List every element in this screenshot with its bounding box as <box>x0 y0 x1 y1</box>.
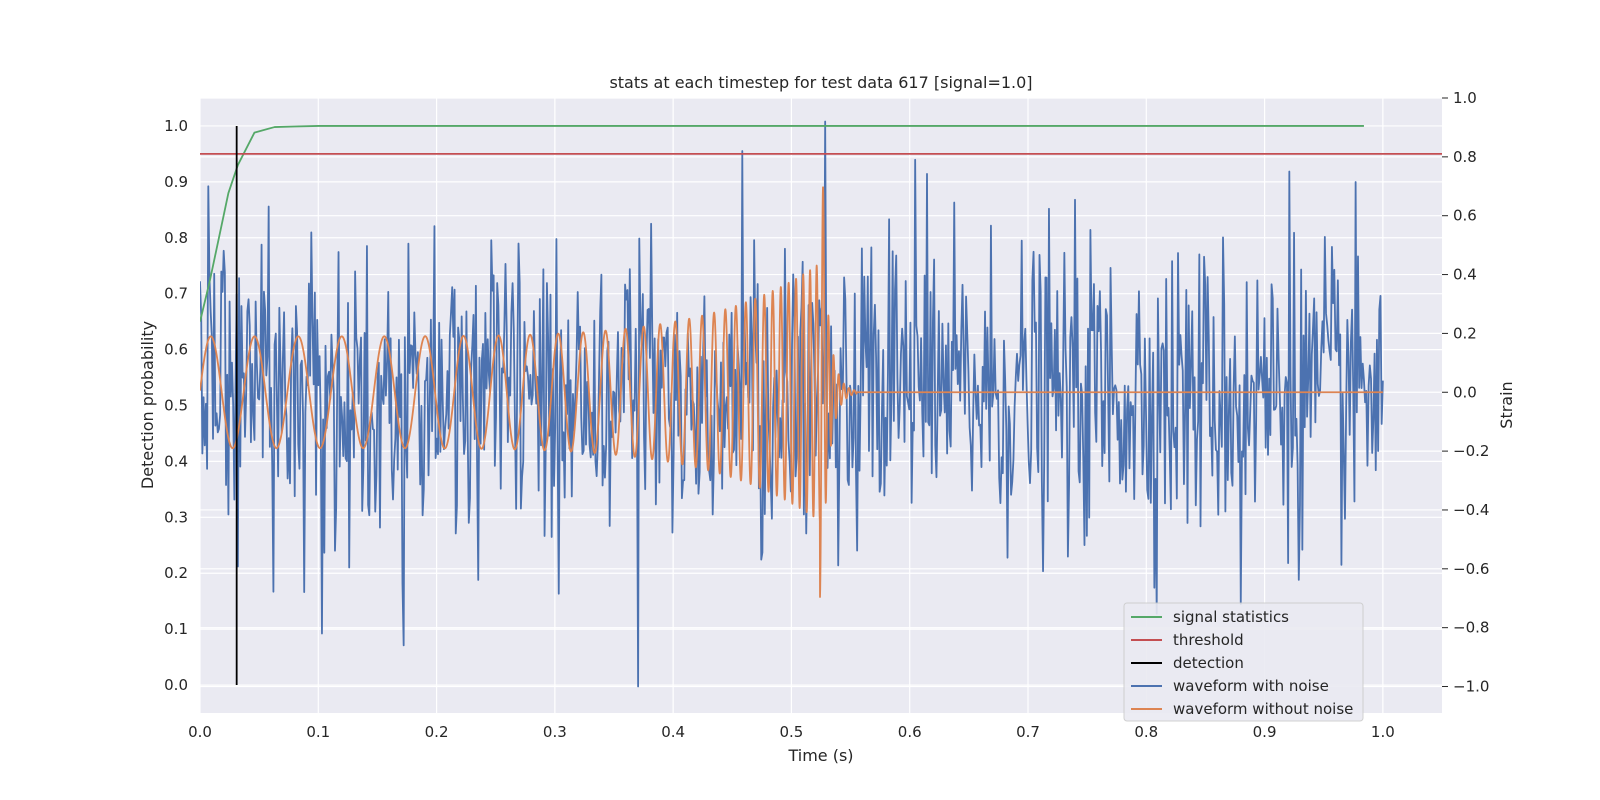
y-tick-label-right: −0.6 <box>1453 560 1489 578</box>
x-tick-label: 0.6 <box>898 723 922 741</box>
y-tick-label-right: −1.0 <box>1453 678 1489 696</box>
y-tick-label-left: 0.8 <box>164 229 188 247</box>
y-tick-label-right: 1.0 <box>1453 89 1477 107</box>
legend-label-signal-statistics: signal statistics <box>1173 608 1289 626</box>
y-tick-label-left: 0.1 <box>164 620 188 638</box>
y-tick-label-left: 0.9 <box>164 173 188 191</box>
x-tick-label: 0.5 <box>779 723 803 741</box>
legend-label-waveform-without-noise: waveform without noise <box>1173 700 1353 718</box>
series-signal-statistics <box>200 125 1364 322</box>
y-tick-label-right: 0.8 <box>1453 148 1477 166</box>
chart-title: stats at each timestep for test data 617… <box>609 73 1032 92</box>
y-tick-label-right: −0.2 <box>1453 442 1489 460</box>
x-tick-label: 1.0 <box>1371 723 1395 741</box>
y-tick-label-left: 0.6 <box>164 341 188 359</box>
series-layer <box>200 120 1442 688</box>
x-tick-label: 0.1 <box>306 723 330 741</box>
tick-labels: 0.0 0.1 0.2 0.3 0.4 0.5 0.6 0.7 0.8 0.9 1.0 0.0 0.1 0… <box>164 89 1489 741</box>
legend-box <box>1123 602 1364 722</box>
y-axis-label-right: Strain <box>1497 381 1516 428</box>
x-tick-label: 0.8 <box>1134 723 1158 741</box>
y-tick-label-left: 0.3 <box>164 508 188 526</box>
y-tick-label-right: 0.0 <box>1453 383 1477 401</box>
x-tick-label: 0.3 <box>543 723 567 741</box>
y-tick-label-left: 1.0 <box>164 117 188 135</box>
legend-label-detection: detection <box>1173 654 1244 672</box>
x-tick-label: 0.7 <box>1016 723 1040 741</box>
y-tick-label-right: 0.2 <box>1453 324 1477 342</box>
y-tick-label-right: −0.8 <box>1453 619 1489 637</box>
x-tick-label: 0.0 <box>188 723 212 741</box>
y-tick-label-left: 0.7 <box>164 285 188 303</box>
y-axis-label-left: Detection probability <box>138 321 157 489</box>
y-tick-label-left: 0.4 <box>164 452 188 470</box>
x-axis-label: Time (s) <box>787 746 853 765</box>
y-tick-label-right: −0.4 <box>1453 501 1489 519</box>
x-tick-label: 0.9 <box>1253 723 1277 741</box>
x-tick-label: 0.2 <box>425 723 449 741</box>
y-tick-label-right: 0.6 <box>1453 207 1477 225</box>
legend-label-waveform-with-noise: waveform with noise <box>1173 677 1329 695</box>
y-tick-label-left: 0.2 <box>164 564 188 582</box>
legend-label-threshold: threshold <box>1173 631 1244 649</box>
series-waveform-without-noise <box>200 186 1384 598</box>
x-tick-label: 0.4 <box>661 723 685 741</box>
legend: signal statistics threshold detection wa… <box>1123 602 1364 722</box>
y-tick-label-right: 0.4 <box>1453 266 1477 284</box>
y-tick-label-left: 0.5 <box>164 397 188 415</box>
y-tick-label-left: 0.0 <box>164 676 188 694</box>
